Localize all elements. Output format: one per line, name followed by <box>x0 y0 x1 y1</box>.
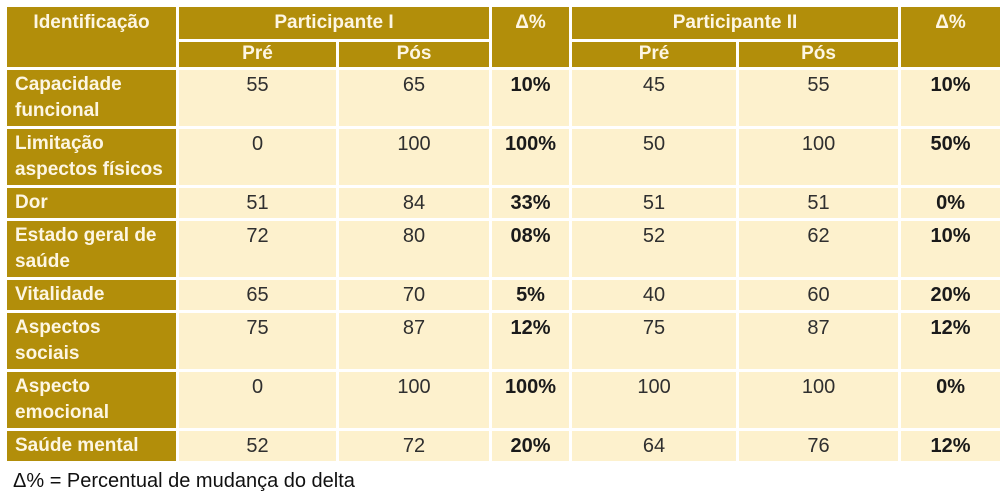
table-row-vitalidade: Vitalidade 65 70 5% 40 60 20% <box>4 277 1004 313</box>
p1-pos-value: 100 <box>335 126 493 188</box>
p2-pos-value: 51 <box>736 185 902 221</box>
header-delta-1: Δ% <box>489 4 573 70</box>
header-p1-pre: Pré <box>176 39 339 70</box>
header-row-prepos: Pré Pós Pré Pós <box>6 39 1002 70</box>
p2-pos-value: 62 <box>736 218 902 280</box>
table-row-limitacao-aspectos-fisicos: Limitação aspectos físicos 0 100 100% 50… <box>4 126 1004 188</box>
table-row-saude-mental: Saúde mental 52 72 20% 64 76 12% <box>4 428 1004 464</box>
p1-delta-value: 20% <box>489 428 573 464</box>
header-row-groups: Identificação Participante I Δ% Particip… <box>4 4 1004 70</box>
header-delta-2: Δ% <box>898 4 1004 70</box>
p2-pos-value: 76 <box>736 428 902 464</box>
p1-pre-value: 72 <box>176 218 339 280</box>
row-label: Limitação aspectos físicos <box>4 126 179 188</box>
p1-pre-value: 75 <box>176 310 339 372</box>
p1-pre-value: 51 <box>176 185 339 221</box>
header-participant-1: Participante I <box>175 4 493 42</box>
p1-pos-value: 65 <box>335 67 493 129</box>
p2-delta-value: 0% <box>898 369 1004 431</box>
delta-footnote: Δ% = Percentual de mudança do delta <box>13 470 355 492</box>
p1-pos-value: 84 <box>335 185 493 221</box>
p1-delta-value: 100% <box>489 126 573 188</box>
p2-delta-value: 0% <box>898 185 1004 221</box>
header-identification: Identificação <box>4 4 179 70</box>
p2-pos-value: 55 <box>736 67 902 129</box>
p1-delta-value: 12% <box>489 310 573 372</box>
p2-delta-value: 50% <box>898 126 1004 188</box>
table-row-aspecto-emocional: Aspecto emocional 0 100 100% 100 100 0% <box>4 369 1004 431</box>
p2-pre-value: 45 <box>569 67 740 129</box>
table-row-aspectos-sociais: Aspectos sociais 75 87 12% 75 87 12% <box>4 310 1004 372</box>
p1-delta-value: 33% <box>489 185 573 221</box>
p2-pre-value: 50 <box>569 126 740 188</box>
p2-pre-value: 100 <box>569 369 740 431</box>
p1-delta-value: 5% <box>489 277 573 313</box>
p1-pos-value: 80 <box>335 218 493 280</box>
p2-pre-value: 75 <box>569 310 740 372</box>
row-label: Capacidade funcional <box>4 67 179 129</box>
p1-pre-value: 55 <box>176 67 339 129</box>
header-p2-pre: Pré <box>569 39 740 70</box>
header-participant-2: Participante II <box>569 4 902 42</box>
p2-delta-value: 20% <box>898 277 1004 313</box>
p1-pos-value: 87 <box>335 310 493 372</box>
header-p2-pos: Pós <box>736 39 902 70</box>
p1-delta-value: 08% <box>489 218 573 280</box>
p2-delta-value: 12% <box>898 428 1004 464</box>
row-label: Estado geral de saúde <box>4 218 179 280</box>
p2-delta-value: 12% <box>898 310 1004 372</box>
p1-pre-value: 0 <box>176 369 339 431</box>
p1-delta-value: 10% <box>489 67 573 129</box>
p2-pre-value: 64 <box>569 428 740 464</box>
table-row-estado-geral-de-saude: Estado geral de saúde 72 80 08% 52 62 10… <box>4 218 1004 280</box>
p1-pos-value: 100 <box>335 369 493 431</box>
p2-pos-value: 100 <box>736 126 902 188</box>
row-label: Aspecto emocional <box>4 369 179 431</box>
p2-delta-value: 10% <box>898 218 1004 280</box>
p1-pre-value: 0 <box>176 126 339 188</box>
table-row-capacidade-funcional: Capacidade funcional 55 65 10% 45 55 10% <box>4 67 1004 129</box>
p2-pre-value: 40 <box>569 277 740 313</box>
p2-pos-value: 60 <box>736 277 902 313</box>
p1-pos-value: 70 <box>335 277 493 313</box>
p1-pre-value: 65 <box>176 277 339 313</box>
header-p1-pos: Pós <box>335 39 493 70</box>
p2-pos-value: 100 <box>736 369 902 431</box>
p2-delta-value: 10% <box>898 67 1004 129</box>
table-row-dor: Dor 51 84 33% 51 51 0% <box>4 185 1004 221</box>
p2-pre-value: 52 <box>569 218 740 280</box>
row-label: Vitalidade <box>4 277 179 313</box>
row-label: Dor <box>4 185 179 221</box>
row-label: Saúde mental <box>4 428 179 464</box>
p1-pre-value: 52 <box>176 428 339 464</box>
p1-pos-value: 72 <box>335 428 493 464</box>
p1-delta-value: 100% <box>489 369 573 431</box>
row-label: Aspectos sociais <box>4 310 179 372</box>
p2-pre-value: 51 <box>569 185 740 221</box>
results-table: Identificação Participante I Δ% Particip… <box>4 4 1004 464</box>
p2-pos-value: 87 <box>736 310 902 372</box>
